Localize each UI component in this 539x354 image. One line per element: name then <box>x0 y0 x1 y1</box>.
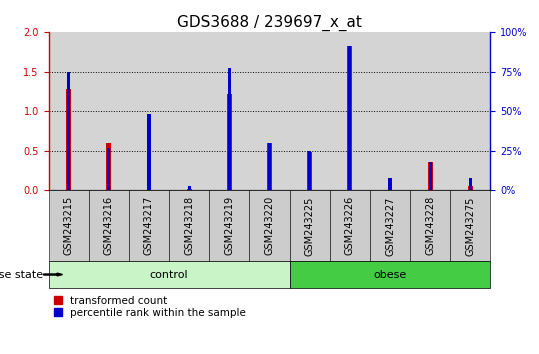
Bar <box>307 152 312 190</box>
Text: disease state: disease state <box>0 269 43 280</box>
Bar <box>388 187 392 190</box>
Text: GSM243217: GSM243217 <box>144 196 154 256</box>
Bar <box>268 143 271 190</box>
Text: GSM243225: GSM243225 <box>305 196 315 256</box>
Text: control: control <box>150 269 188 280</box>
Bar <box>106 143 111 190</box>
Text: obese: obese <box>374 269 406 280</box>
Bar <box>186 189 191 190</box>
Bar <box>469 178 472 190</box>
Text: GSM243227: GSM243227 <box>385 196 395 256</box>
Bar <box>227 68 231 190</box>
Text: GSM243220: GSM243220 <box>265 196 274 256</box>
Bar <box>429 162 432 190</box>
Text: GSM243228: GSM243228 <box>425 196 435 256</box>
Bar <box>147 124 151 190</box>
Text: GSM243218: GSM243218 <box>184 196 194 256</box>
Bar <box>267 143 272 190</box>
Text: GSM243275: GSM243275 <box>465 196 475 256</box>
Bar <box>348 46 351 190</box>
Text: GSM243226: GSM243226 <box>345 196 355 256</box>
Bar <box>227 94 232 190</box>
Legend: transformed count, percentile rank within the sample: transformed count, percentile rank withi… <box>54 296 246 318</box>
Text: GSM243215: GSM243215 <box>64 196 74 256</box>
Bar <box>67 72 70 190</box>
Bar <box>308 151 312 190</box>
Bar <box>188 186 191 190</box>
Title: GDS3688 / 239697_x_at: GDS3688 / 239697_x_at <box>177 14 362 30</box>
Bar <box>468 187 473 190</box>
Bar <box>147 114 150 190</box>
Bar <box>66 89 71 190</box>
Bar <box>107 148 110 190</box>
Text: GSM243219: GSM243219 <box>224 196 234 256</box>
Bar <box>348 46 353 190</box>
Text: GSM243216: GSM243216 <box>104 196 114 256</box>
Bar <box>389 178 392 190</box>
Bar <box>428 162 433 190</box>
